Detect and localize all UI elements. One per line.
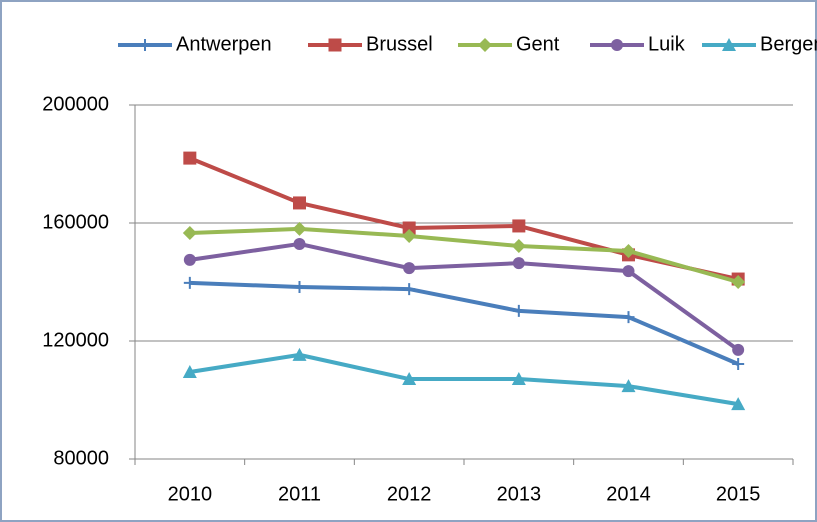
x-tick-label: 2014: [606, 483, 651, 505]
legend-marker: [478, 38, 492, 52]
data-point: [732, 343, 745, 356]
data-point: [732, 358, 745, 371]
legend-marker: [328, 38, 342, 52]
data-point: [183, 151, 197, 165]
data-point: [512, 304, 525, 317]
data-point: [731, 275, 746, 289]
data-point: [622, 311, 635, 324]
data-point: [182, 364, 197, 378]
x-tick-label: 2012: [387, 483, 432, 505]
data-point: [731, 397, 746, 411]
series-line: [189, 156, 739, 282]
data-point: [403, 283, 416, 296]
data-point: [403, 262, 416, 275]
y-tick-label: 80000: [53, 447, 109, 469]
data-point: [183, 276, 196, 289]
data-point: [292, 221, 307, 236]
data-point: [622, 265, 635, 278]
legend-label: Antwerpen: [176, 33, 272, 55]
legend-label: Luik: [648, 33, 686, 55]
data-point: [293, 196, 306, 210]
legend-label: Gent: [516, 33, 560, 55]
x-tick-label: 2010: [168, 483, 213, 505]
data-point: [511, 239, 526, 254]
data-point: [182, 226, 197, 241]
x-tick-label: 2015: [716, 483, 761, 505]
data-point: [621, 244, 636, 259]
data-point: [512, 257, 525, 270]
data-point: [183, 253, 196, 266]
series-line: [189, 280, 739, 366]
data-point: [293, 237, 306, 250]
data-point: [293, 281, 306, 294]
data-point: [511, 372, 526, 386]
y-tick-label: 120000: [42, 329, 109, 351]
x-tick-label: 2011: [278, 483, 321, 505]
legend-marker: [611, 39, 623, 51]
data-point: [402, 372, 417, 386]
data-point: [512, 219, 526, 233]
series-line: [189, 241, 740, 352]
series-line: [189, 226, 739, 284]
y-tick-label: 200000: [42, 93, 109, 115]
y-tick-label: 160000: [42, 211, 109, 233]
legend-marker: [722, 38, 736, 51]
legend-marker: [139, 39, 151, 51]
x-tick-label: 2013: [497, 483, 542, 505]
legend-label: Brussel: [366, 33, 433, 55]
data-point: [292, 347, 307, 361]
legend-label: Bergen: [760, 33, 817, 55]
series-line: [189, 352, 739, 407]
data-point: [621, 379, 636, 393]
data-point: [402, 228, 417, 243]
